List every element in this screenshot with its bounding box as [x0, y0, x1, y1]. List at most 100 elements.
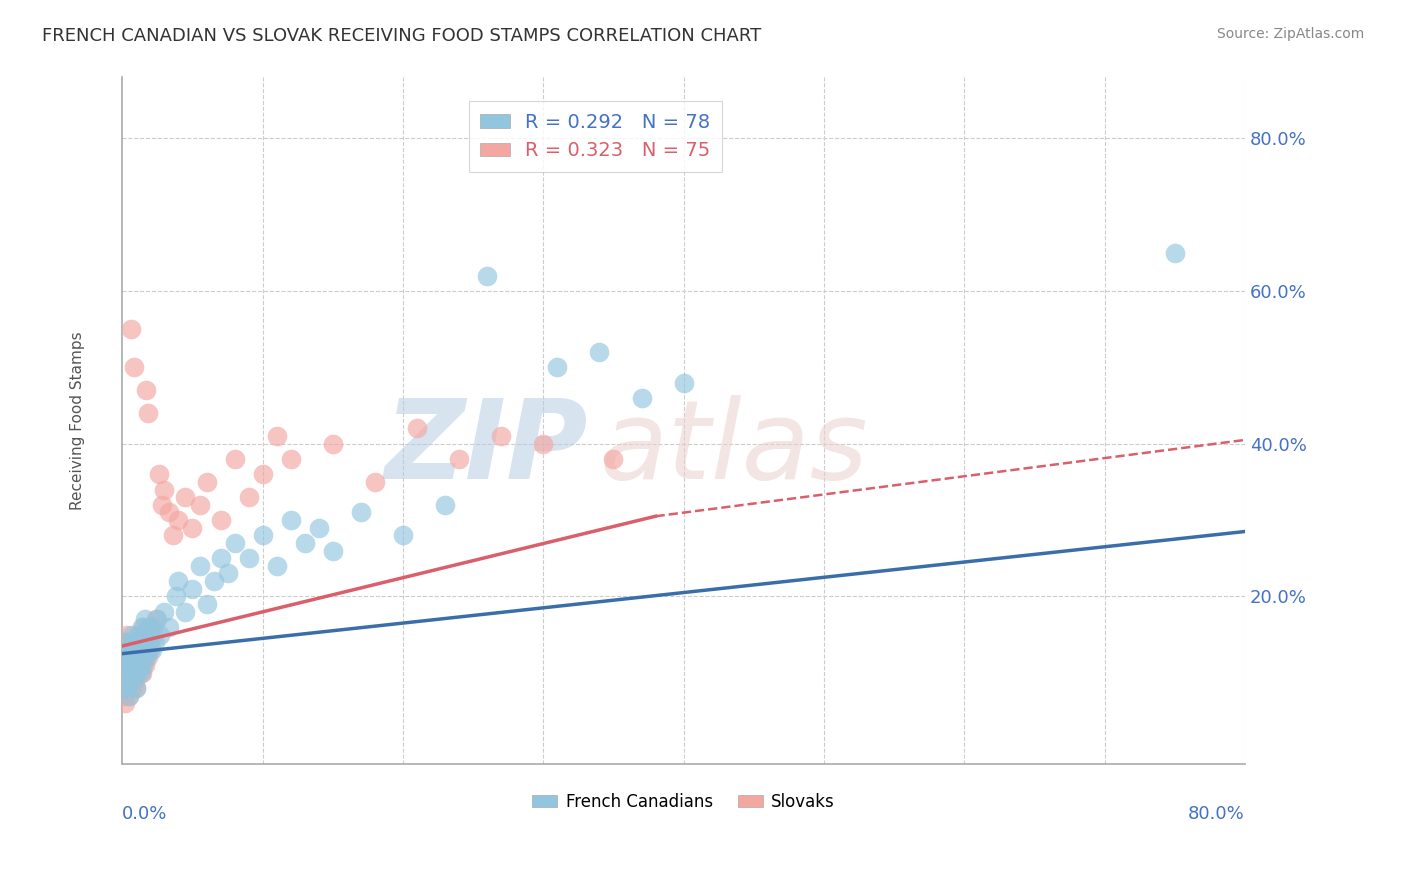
Point	[157, 505, 180, 519]
Point	[131, 620, 153, 634]
Point	[136, 406, 159, 420]
Point	[125, 658, 148, 673]
Point	[162, 528, 184, 542]
Point	[118, 689, 141, 703]
Point	[112, 665, 135, 680]
Point	[121, 650, 143, 665]
Point	[406, 421, 429, 435]
Point	[128, 627, 150, 641]
Point	[153, 483, 176, 497]
Point	[121, 635, 143, 649]
Point	[1164, 246, 1187, 260]
Point	[139, 627, 162, 641]
Point	[134, 642, 156, 657]
Point	[131, 665, 153, 680]
Point	[125, 665, 148, 680]
Point	[588, 345, 610, 359]
Point	[146, 612, 169, 626]
Point	[531, 436, 554, 450]
Point	[122, 665, 145, 680]
Point	[209, 551, 232, 566]
Point	[132, 650, 155, 665]
Point	[434, 498, 457, 512]
Point	[174, 490, 197, 504]
Point	[125, 635, 148, 649]
Point	[135, 650, 157, 665]
Point	[120, 673, 142, 688]
Point	[114, 696, 136, 710]
Point	[114, 635, 136, 649]
Text: ZIP: ZIP	[385, 395, 588, 502]
Point	[127, 650, 149, 665]
Point	[449, 452, 471, 467]
Text: FRENCH CANADIAN VS SLOVAK RECEIVING FOOD STAMPS CORRELATION CHART: FRENCH CANADIAN VS SLOVAK RECEIVING FOOD…	[42, 27, 762, 45]
Point	[142, 620, 165, 634]
Point	[280, 513, 302, 527]
Point	[124, 658, 146, 673]
Point	[135, 642, 157, 657]
Point	[121, 673, 143, 688]
Point	[252, 467, 274, 482]
Point	[475, 268, 498, 283]
Point	[118, 689, 141, 703]
Point	[266, 558, 288, 573]
Point	[122, 360, 145, 375]
Text: Source: ZipAtlas.com: Source: ZipAtlas.com	[1216, 27, 1364, 41]
Point	[118, 642, 141, 657]
Point	[129, 665, 152, 680]
Point	[139, 620, 162, 634]
Point	[128, 635, 150, 649]
Point	[145, 612, 167, 626]
Point	[142, 627, 165, 641]
Point	[114, 658, 136, 673]
Point	[117, 642, 139, 657]
Point	[266, 429, 288, 443]
Point	[217, 566, 239, 581]
Point	[112, 681, 135, 695]
Point	[202, 574, 225, 588]
Point	[135, 384, 157, 398]
Point	[132, 635, 155, 649]
Point	[602, 452, 624, 467]
Point	[148, 467, 170, 482]
Point	[224, 536, 246, 550]
Point	[141, 642, 163, 657]
Point	[224, 452, 246, 467]
Point	[294, 536, 316, 550]
Point	[127, 665, 149, 680]
Point	[129, 635, 152, 649]
Point	[112, 689, 135, 703]
Point	[174, 605, 197, 619]
Point	[364, 475, 387, 489]
Point	[143, 635, 166, 649]
Point	[195, 597, 218, 611]
Point	[134, 612, 156, 626]
Point	[136, 620, 159, 634]
Point	[131, 642, 153, 657]
Point	[149, 627, 172, 641]
Point	[112, 650, 135, 665]
Point	[120, 322, 142, 336]
Point	[112, 665, 135, 680]
Point	[181, 521, 204, 535]
Point	[124, 650, 146, 665]
Point	[322, 436, 344, 450]
Point	[124, 673, 146, 688]
Point	[124, 635, 146, 649]
Point	[114, 642, 136, 657]
Text: atlas: atlas	[599, 395, 868, 502]
Point	[118, 665, 141, 680]
Point	[252, 528, 274, 542]
Point	[121, 658, 143, 673]
Point	[120, 642, 142, 657]
Point	[125, 642, 148, 657]
Point	[209, 513, 232, 527]
Point	[136, 650, 159, 665]
Point	[112, 650, 135, 665]
Point	[115, 665, 138, 680]
Point	[115, 673, 138, 688]
Point	[115, 650, 138, 665]
Point	[165, 590, 187, 604]
Point	[181, 582, 204, 596]
Point	[127, 642, 149, 657]
